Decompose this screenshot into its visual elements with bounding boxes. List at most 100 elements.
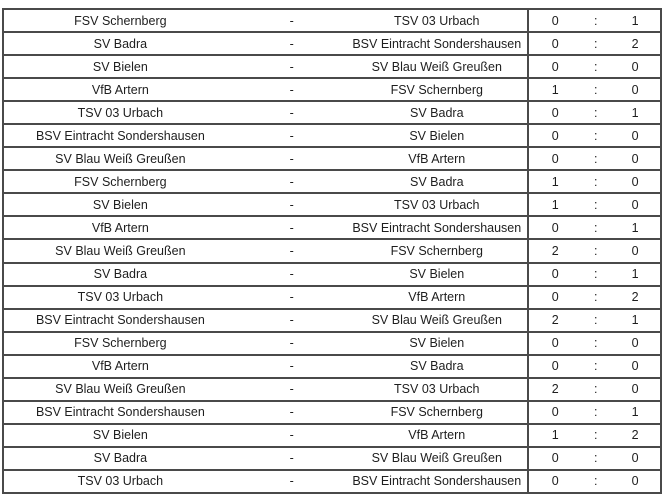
away-team-label: TSV 03 Urbach [394, 197, 480, 212]
score-area: 0 : 0 [527, 148, 660, 170]
table-row: TSV 03 Urbach - BSV Eintracht Sondershau… [4, 470, 660, 492]
table-row: SV Bielen - SV Blau Weiß Greußen 0 : 0 [4, 56, 660, 80]
away-team-label: SV Badra [410, 105, 464, 120]
away-team-label: SV Bielen [409, 336, 465, 351]
table-row: SV Bielen - TSV 03 Urbach 1 : 0 [4, 194, 660, 218]
team-separator-dash: - [289, 13, 294, 28]
home-score-value: 0 [551, 59, 559, 74]
teams-area: SV Badra - SV Blau Weiß Greußen [4, 448, 527, 469]
home-team-label: TSV 03 Urbach [77, 290, 164, 305]
team-separator-dash: - [289, 382, 294, 397]
score-separator-colon: : [594, 151, 598, 166]
score-area: 0 : 1 [527, 263, 660, 285]
home-team-label: SV Blau Weiß Greußen [55, 243, 186, 258]
score-separator-colon: : [594, 336, 598, 351]
home-team-label: SV Blau Weiß Greußen [55, 151, 186, 166]
score-area: 2 : 0 [527, 240, 660, 262]
away-team-label: VfB Artern [408, 151, 466, 166]
score-area: 0 : 0 [527, 355, 660, 377]
teams-area: FSV Schernberg - SV Badra [4, 171, 527, 192]
away-team-label: SV Blau Weiß Greußen [371, 451, 502, 466]
home-score-value: 1 [551, 428, 559, 443]
away-score-value: 1 [631, 267, 639, 282]
team-separator-dash: - [289, 174, 294, 189]
team-separator-dash: - [289, 128, 294, 143]
score-area: 0 : 0 [527, 447, 660, 469]
home-team-label: SV Bielen [92, 428, 148, 443]
teams-area: VfB Artern - FSV Schernberg [4, 79, 527, 100]
home-team-label: FSV Schernberg [74, 174, 167, 189]
home-team-label: SV Blau Weiß Greußen [55, 382, 186, 397]
score-separator-colon: : [594, 82, 598, 97]
teams-area: BSV Eintracht Sondershausen - SV Bielen [4, 125, 527, 146]
away-score-value: 0 [631, 59, 639, 74]
home-team-label: VfB Artern [91, 82, 149, 97]
away-score-value: 0 [631, 243, 639, 258]
match-results-table: FSV Schernberg - TSV 03 Urbach 0 : 1 SV … [2, 8, 662, 494]
team-separator-dash: - [289, 313, 294, 328]
score-area: 1 : 0 [527, 194, 660, 216]
score-area: 0 : 0 [527, 332, 660, 354]
home-team-label: BSV Eintracht Sondershausen [35, 128, 205, 143]
teams-area: BSV Eintracht Sondershausen - FSV Schern… [4, 402, 527, 423]
table-row: BSV Eintracht Sondershausen - FSV Schern… [4, 401, 660, 425]
score-area: 0 : 2 [527, 33, 660, 55]
score-separator-colon: : [594, 267, 598, 282]
home-team-label: FSV Schernberg [74, 336, 167, 351]
away-team-label: SV Blau Weiß Greußen [371, 313, 502, 328]
score-separator-colon: : [594, 405, 598, 420]
table-row: SV Blau Weiß Greußen - FSV Schernberg 2 … [4, 240, 660, 264]
table-row: SV Bielen - VfB Artern 1 : 2 [4, 424, 660, 448]
home-score-value: 1 [551, 174, 559, 189]
away-score-value: 1 [631, 405, 639, 420]
score-area: 0 : 1 [527, 10, 660, 32]
team-separator-dash: - [289, 474, 294, 489]
team-separator-dash: - [289, 197, 294, 212]
away-team-label: BSV Eintracht Sondershausen [352, 474, 522, 489]
teams-area: BSV Eintracht Sondershausen - SV Blau We… [4, 310, 527, 331]
table-row: VfB Artern - BSV Eintracht Sondershausen… [4, 217, 660, 241]
home-score-value: 0 [551, 151, 559, 166]
home-score-value: 0 [551, 359, 559, 374]
away-score-value: 2 [631, 36, 639, 51]
team-separator-dash: - [289, 290, 294, 305]
away-team-label: VfB Artern [408, 290, 466, 305]
teams-area: SV Blau Weiß Greußen - TSV 03 Urbach [4, 379, 527, 400]
table-row: SV Blau Weiß Greußen - TSV 03 Urbach 2 :… [4, 378, 660, 402]
home-team-label: SV Badra [93, 36, 148, 51]
teams-area: SV Bielen - VfB Artern [4, 425, 527, 446]
home-team-label: SV Badra [93, 267, 148, 282]
score-area: 0 : 0 [527, 56, 660, 78]
away-score-value: 1 [631, 105, 639, 120]
home-score-value: 0 [551, 267, 559, 282]
home-team-label: TSV 03 Urbach [77, 474, 164, 489]
team-separator-dash: - [289, 220, 294, 235]
table-row: SV Badra - BSV Eintracht Sondershausen 0… [4, 33, 660, 57]
teams-area: SV Bielen - SV Blau Weiß Greußen [4, 56, 527, 77]
score-area: 0 : 1 [527, 401, 660, 423]
table-row: SV Blau Weiß Greußen - VfB Artern 0 : 0 [4, 148, 660, 172]
home-score-value: 0 [551, 474, 559, 489]
away-score-value: 0 [631, 336, 639, 351]
away-score-value: 2 [631, 290, 639, 305]
home-score-value: 2 [551, 313, 559, 328]
teams-area: SV Blau Weiß Greußen - VfB Artern [4, 148, 527, 169]
score-separator-colon: : [594, 13, 598, 28]
home-score-value: 2 [551, 382, 559, 397]
home-score-value: 0 [551, 220, 559, 235]
score-area: 0 : 2 [527, 286, 660, 308]
teams-area: VfB Artern - BSV Eintracht Sondershausen [4, 217, 527, 238]
table-row: TSV 03 Urbach - SV Badra 0 : 1 [4, 102, 660, 126]
away-score-value: 2 [631, 428, 639, 443]
away-team-label: SV Badra [410, 359, 464, 374]
home-score-value: 1 [551, 197, 559, 212]
teams-area: SV Badra - SV Bielen [4, 264, 527, 285]
score-separator-colon: : [594, 105, 598, 120]
home-team-label: TSV 03 Urbach [77, 105, 164, 120]
away-score-value: 0 [631, 128, 639, 143]
teams-area: TSV 03 Urbach - SV Badra [4, 102, 527, 123]
home-score-value: 0 [551, 13, 559, 28]
score-area: 0 : 1 [527, 217, 660, 239]
home-score-value: 0 [551, 290, 559, 305]
away-score-value: 0 [631, 82, 639, 97]
